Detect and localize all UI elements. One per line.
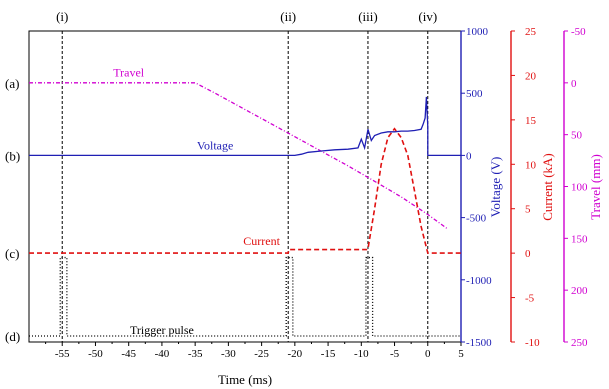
voltage-tick-label: 500 [466, 88, 483, 100]
current-tick-label: 25 [525, 26, 537, 38]
row-label: (b) [5, 148, 20, 163]
series-current-line [29, 127, 461, 254]
x-tick-label: -20 [288, 348, 303, 360]
current-tick-label: 15 [525, 115, 537, 127]
series-label: Voltage [197, 138, 233, 152]
row-labels: (a) (b) (c) (d) [5, 76, 20, 344]
current-axis: 25 20 15 10 5 0 -5 -10 Current (kA) [510, 26, 555, 349]
voltage-tick-label: 1000 [466, 26, 489, 38]
series-label: Travel [113, 66, 145, 80]
row-label: (c) [5, 246, 19, 261]
travel-tick-label: 250 [571, 337, 588, 349]
travel-axis: -50 0 50 100 150 200 250 Travel (mm) [563, 26, 603, 349]
x-tick-label: -55 [55, 348, 70, 360]
x-tick-label: 0 [425, 348, 431, 360]
voltage-axis: 1000 500 0 -500 -1000 -1500 Voltage (V) [460, 26, 503, 349]
travel-tick-label: 200 [571, 285, 588, 297]
current-tick-label: -10 [525, 337, 540, 349]
current-tick-label: 5 [525, 204, 531, 216]
voltage-axis-title: Voltage (V) [488, 157, 503, 218]
event-label: (iv) [418, 9, 437, 24]
x-tick-label: -30 [221, 348, 236, 360]
plot-frame [28, 30, 462, 343]
x-tick-label: 5 [458, 348, 464, 360]
series-travel-line [29, 82, 449, 230]
series-trigger-pulse-line [29, 256, 461, 337]
series-label: Trigger pulse [130, 323, 194, 337]
current-tick-label: 20 [525, 70, 537, 82]
travel-tick-label: 0 [571, 78, 577, 90]
event-label: (ii) [280, 9, 296, 24]
x-axis-title: Time (ms) [218, 372, 272, 387]
voltage-tick-label: -1000 [466, 275, 492, 287]
row-label: (d) [5, 329, 20, 344]
voltage-tick-label: 0 [466, 150, 472, 162]
travel-axis-title: Travel (mm) [588, 154, 603, 220]
series-voltage-line [29, 96, 461, 157]
x-tick-label: -10 [354, 348, 369, 360]
current-tick-label: -5 [525, 293, 535, 305]
x-tick-label: -35 [188, 348, 203, 360]
series-layer [29, 82, 461, 337]
x-tick-label: -50 [88, 348, 103, 360]
event-label: (iii) [358, 9, 378, 24]
current-tick-label: 0 [525, 248, 531, 260]
event-label: (i) [56, 9, 68, 24]
x-tick-label: -15 [321, 348, 336, 360]
x-tick-label: -5 [390, 348, 400, 360]
voltage-tick-label: -1500 [466, 337, 492, 349]
travel-tick-label: -50 [571, 26, 586, 38]
row-label: (a) [5, 76, 19, 91]
x-tick-label: -45 [121, 348, 136, 360]
voltage-tick-label: -500 [466, 213, 487, 225]
x-tick-label: -40 [155, 348, 170, 360]
series-labels: Travel Voltage Current Trigger pulse [113, 66, 280, 337]
travel-tick-label: 150 [571, 233, 588, 245]
x-tick-label: -25 [254, 348, 269, 360]
travel-tick-label: 100 [571, 182, 588, 194]
travel-tick-label: 50 [571, 130, 583, 142]
series-label: Current [243, 234, 280, 248]
current-tick-label: 10 [525, 159, 537, 171]
current-axis-title: Current (kA) [540, 153, 555, 221]
